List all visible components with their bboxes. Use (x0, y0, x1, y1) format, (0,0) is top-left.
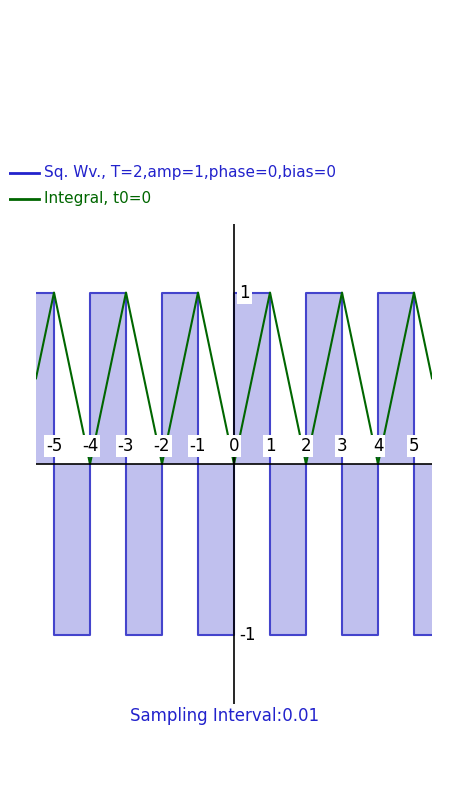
Bar (22, 155, 202, 160)
Bar (198, 464, 234, 635)
Text: 06:20: 06:20 (385, 25, 436, 43)
Text: -1: -1 (239, 626, 256, 645)
Text: -2: -2 (154, 438, 170, 455)
Text: -1: -1 (190, 438, 206, 455)
Bar (234, 293, 270, 464)
Text: y(t): y(t) (202, 40, 248, 60)
Bar (162, 293, 198, 464)
Text: Sampling Interval:0.01: Sampling Interval:0.01 (130, 707, 320, 725)
Text: 1: 1 (265, 438, 275, 455)
Bar (54, 464, 90, 635)
Text: Integral, t0=0: Integral, t0=0 (44, 191, 151, 206)
Bar (414, 464, 432, 635)
Text: -5: -5 (46, 438, 62, 455)
Bar (90, 293, 126, 464)
Text: 2: 2 (301, 438, 311, 455)
Bar (342, 464, 378, 635)
Text: 3: 3 (337, 438, 347, 455)
Text: ◁   ○   □: ◁ ○ □ (175, 760, 275, 780)
Text: 1: 1 (239, 283, 250, 302)
Bar (270, 464, 306, 635)
Text: Sq. Wv., T=2,amp=1,phase=0,bias=0: Sq. Wv., T=2,amp=1,phase=0,bias=0 (44, 166, 336, 181)
Bar (306, 293, 342, 464)
Text: ⎘: ⎘ (14, 30, 25, 49)
Bar (126, 464, 162, 635)
Text: 4: 4 (373, 438, 383, 455)
Text: 5: 5 (409, 438, 419, 455)
Text: 0: 0 (229, 438, 239, 455)
Text: -4: -4 (82, 438, 98, 455)
Text: 30%: 30% (406, 66, 436, 80)
Text: -3: -3 (118, 438, 134, 455)
Bar (36, 293, 54, 464)
Text: FREQUENCY: FREQUENCY (271, 118, 404, 137)
Bar (378, 293, 414, 464)
Text: T: T (105, 117, 120, 137)
